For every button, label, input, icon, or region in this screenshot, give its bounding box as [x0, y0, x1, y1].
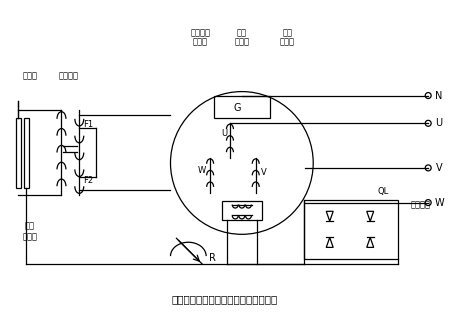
Text: W: W: [434, 198, 444, 208]
Text: 转子绕组: 转子绕组: [58, 71, 78, 80]
Bar: [24, 118, 29, 188]
Text: QL: QL: [378, 187, 389, 196]
Bar: [16, 118, 21, 188]
Bar: [304, 200, 398, 259]
Text: R: R: [209, 253, 216, 263]
Text: N: N: [435, 90, 443, 100]
Text: 磁场
变阻器: 磁场 变阻器: [22, 222, 37, 241]
Text: F2: F2: [83, 176, 93, 185]
Text: G: G: [233, 103, 241, 113]
Text: 集电环: 集电环: [22, 71, 37, 80]
Text: V: V: [261, 168, 267, 177]
Text: 基波: 基波: [282, 29, 292, 38]
Bar: [222, 201, 262, 220]
Text: 三次谐波: 三次谐波: [190, 29, 210, 38]
Text: 副绕组: 副绕组: [193, 38, 208, 46]
Text: 定子: 定子: [237, 29, 247, 38]
Text: 整流桥组: 整流桥组: [410, 200, 430, 209]
Text: 副绕组: 副绕组: [280, 38, 295, 46]
Text: 三次谐波励磁三相交流发电机原理电路: 三次谐波励磁三相交流发电机原理电路: [172, 294, 278, 304]
Bar: [214, 95, 270, 118]
Text: F1: F1: [83, 120, 93, 129]
Text: W: W: [198, 166, 207, 176]
Text: U: U: [436, 118, 442, 128]
Text: 主绕组: 主绕组: [235, 38, 249, 46]
Text: U: U: [221, 129, 227, 138]
Text: V: V: [436, 163, 442, 173]
